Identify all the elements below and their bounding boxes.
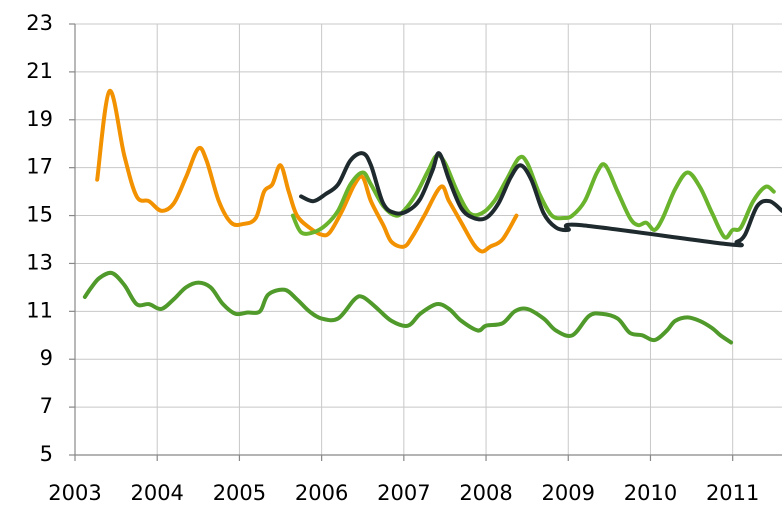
series-line <box>82 270 734 345</box>
y-tick-label: 7 <box>40 394 53 418</box>
y-tick-label: 23 <box>26 11 53 35</box>
series-line <box>290 153 776 240</box>
series-line <box>95 89 519 254</box>
x-tick-label: 2005 <box>213 481 266 505</box>
x-tick-label: 2007 <box>377 481 430 505</box>
y-tick-label: 21 <box>26 59 53 83</box>
x-tick-label: 2008 <box>459 481 512 505</box>
y-tick-label: 19 <box>26 107 53 131</box>
x-tick-label: 2010 <box>624 481 677 505</box>
y-tick-label: 5 <box>40 442 53 466</box>
x-tick-label: 2003 <box>48 481 101 505</box>
x-tick-label: 2006 <box>295 481 348 505</box>
x-tick-label: 2004 <box>130 481 183 505</box>
y-tick-label: 11 <box>26 298 53 322</box>
x-tick-label: 2011 <box>706 481 759 505</box>
y-tick-label: 13 <box>26 250 53 274</box>
series-line <box>299 151 782 248</box>
y-tick-label: 15 <box>26 203 53 227</box>
x-tick-label: 2009 <box>542 481 595 505</box>
y-tick-label: 17 <box>26 155 53 179</box>
y-tick-label: 9 <box>40 346 53 370</box>
